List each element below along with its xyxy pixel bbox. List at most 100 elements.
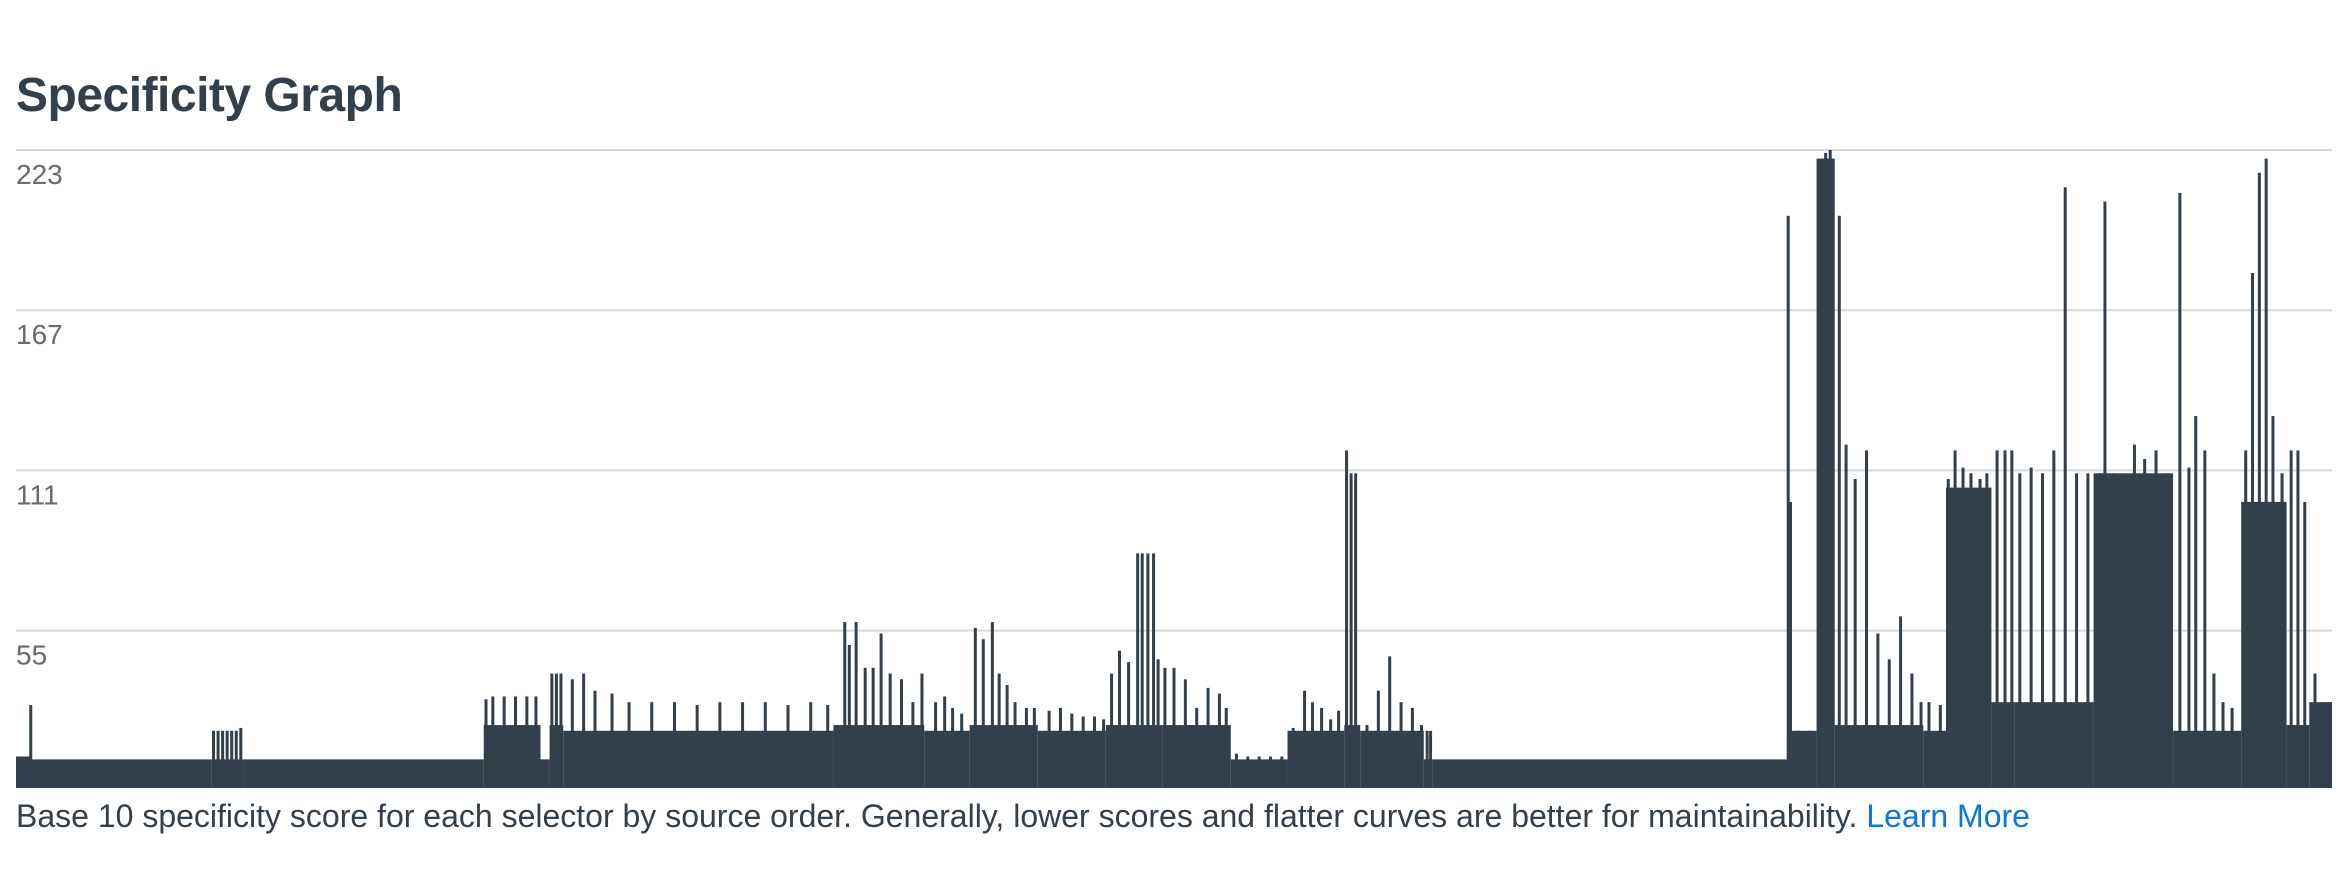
specificity-spike (2075, 473, 2079, 788)
specificity-block (1923, 730, 1946, 788)
specificity-spike (943, 696, 947, 788)
specificity-spike (1337, 710, 1341, 788)
specificity-spike (230, 730, 234, 788)
caption: Base 10 specificity score for each selec… (16, 798, 2030, 835)
specificity-spike (1163, 667, 1167, 788)
specificity-spike (863, 667, 867, 788)
specificity-spike (1156, 659, 1160, 788)
specificity-spike (1320, 707, 1324, 788)
specificity-spike (1183, 679, 1187, 788)
specificity-spike (2313, 673, 2317, 788)
specificity-block (1946, 487, 1992, 788)
specificity-spike (1978, 479, 1982, 788)
specificity-chart: 55 111 167 223 (16, 149, 2332, 789)
specificity-spike (29, 705, 33, 788)
specificity-spike (2271, 416, 2275, 788)
y-axis-ticks: 55 111 167 223 (16, 159, 63, 671)
specificity-spike (534, 696, 538, 788)
specificity-spike (2052, 450, 2056, 788)
specificity-spike (1995, 450, 1999, 788)
specificity-spike (1865, 450, 1869, 788)
specificity-spike (1853, 479, 1857, 788)
specificity-spike (1830, 230, 1834, 789)
specificity-spike (1110, 673, 1114, 788)
specificity-block (1432, 759, 1788, 788)
specificity-block (1791, 730, 1817, 788)
specificity-spike (911, 702, 915, 788)
specificity-spike (1899, 616, 1903, 788)
specificity-block (1360, 730, 1424, 788)
specificity-spike (1953, 450, 1957, 788)
specificity-spike (2194, 416, 2198, 788)
specificity-spike (570, 679, 574, 788)
specificity-block (2241, 501, 2287, 788)
specificity-spike (973, 627, 977, 788)
specificity-spike (1246, 756, 1250, 788)
specificity-spike (2303, 501, 2307, 788)
specificity-spike (951, 707, 955, 788)
specificity-spike (1032, 707, 1036, 788)
specificity-spike (1081, 716, 1085, 788)
specificity-spike (2123, 479, 2127, 788)
specificity-spike (1938, 705, 1942, 788)
specificity-block (2173, 730, 2242, 788)
specificity-spike (2112, 473, 2116, 788)
specificity-spike (843, 622, 847, 788)
specificity-spike (2041, 473, 2044, 788)
specificity-spike (2230, 707, 2234, 788)
specificity-spike (491, 696, 495, 788)
specificity-spike (1280, 756, 1284, 788)
specificity-spike (990, 622, 994, 788)
specificity-block (243, 759, 484, 788)
specificity-spike (225, 730, 229, 788)
specificity-panel: Specificity Graph 55 111 167 223 Base 10 sp… (16, 0, 2332, 872)
specificity-spike (854, 622, 858, 788)
specificity-spike (1005, 685, 1009, 788)
specificity-spike (1837, 215, 1841, 789)
specificity-spike (1429, 730, 1433, 788)
specificity-block (540, 759, 550, 788)
specificity-spike (847, 644, 851, 788)
specificity-spike (672, 702, 676, 788)
specificity-spike (1808, 730, 1812, 788)
specificity-spike (1910, 673, 1914, 788)
specificity-spike (888, 673, 892, 788)
specificity-spike (1127, 662, 1131, 788)
learn-more-link[interactable]: Learn More (1866, 798, 2030, 834)
specificity-spike (1311, 702, 1315, 788)
specificity-spike (1206, 687, 1210, 788)
specificity-spike (1172, 667, 1176, 788)
specificity-spike (741, 702, 745, 788)
specificity-spike (2086, 473, 2090, 788)
specificity-spike (26, 756, 30, 788)
specificity-spike (2010, 450, 2014, 788)
specificity-spike (1195, 707, 1199, 788)
specificity-spike (550, 673, 554, 788)
specificity-spike (627, 702, 631, 788)
specificity-spike (879, 633, 883, 788)
specificity-spike (1013, 702, 1017, 788)
specificity-spike (22, 756, 26, 788)
specificity-spike (1388, 656, 1392, 788)
y-tick-label: 55 (16, 640, 47, 671)
specificity-spike (2244, 450, 2248, 788)
specificity-spike (1152, 553, 1156, 788)
specificity-spike (1365, 725, 1369, 788)
specificity-spike (2029, 467, 2033, 788)
specificity-spike (1354, 473, 1358, 788)
specificity-spike (1303, 690, 1307, 788)
specificity-spike (610, 693, 614, 788)
specificity-spike (559, 673, 563, 788)
specificity-spike (2296, 450, 2300, 788)
specificity-spike (1796, 730, 1800, 788)
specificity-spike (2003, 450, 2007, 788)
specificity-spike (981, 639, 985, 788)
specificity-block (833, 725, 925, 788)
specificity-bars (16, 150, 2332, 789)
specificity-spike (221, 730, 225, 788)
caption-text: Base 10 specificity score for each selec… (16, 798, 1858, 834)
specificity-spike (593, 690, 597, 788)
specificity-spike (809, 702, 813, 788)
specificity-spike (1927, 702, 1931, 788)
specificity-spike (216, 730, 220, 788)
